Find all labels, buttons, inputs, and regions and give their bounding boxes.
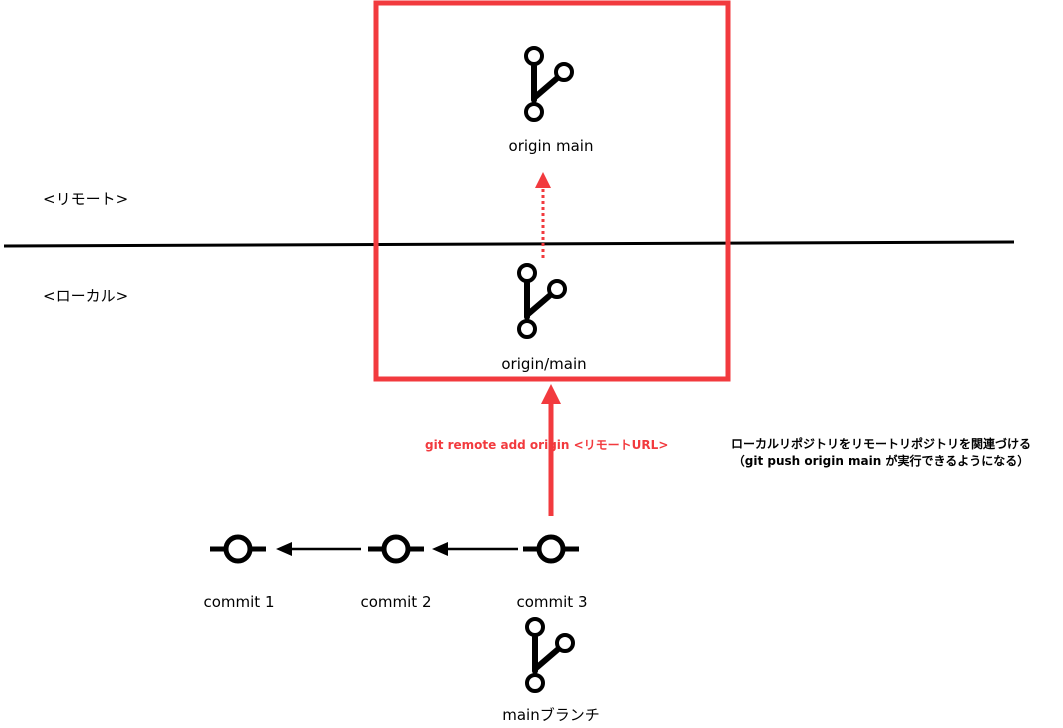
git-commit-icon — [523, 537, 579, 561]
push-arrowhead — [535, 172, 551, 188]
tracking-branch-label: origin/main — [501, 355, 587, 373]
commit-parent-arrowhead — [432, 542, 448, 556]
main-branch-label: mainブランチ — [502, 706, 600, 724]
commit-label: commit 1 — [203, 593, 275, 611]
remote-zone-label: <リモート> — [43, 190, 129, 208]
git-branch-icon — [526, 48, 572, 120]
explanation-line-1: ローカルリポジトリをリモートリポジトリを関連づける — [730, 437, 1032, 451]
local-zone-label: <ローカル> — [43, 287, 129, 305]
remote-add-command: git remote add origin <リモートURL> — [425, 438, 669, 452]
remote-local-divider — [3, 240, 1015, 248]
git-commit-icon — [368, 537, 424, 561]
git-branch-icon — [519, 265, 565, 337]
remote-branch-label: origin main — [508, 137, 594, 155]
highlight-box — [373, 0, 731, 382]
git-commit-icon — [210, 537, 266, 561]
commit-parent-arrowhead — [276, 542, 292, 556]
git-branch-icon — [527, 619, 573, 691]
explanation-note: ローカルリポジトリをリモートリポジトリを関連づける （git push orig… — [731, 436, 1031, 470]
commit-label: commit 2 — [360, 593, 432, 611]
explanation-line-2: （git push origin main が実行できるようになる） — [732, 454, 1030, 468]
remote-add-arrowhead — [541, 384, 561, 404]
commit-label: commit 3 — [516, 593, 588, 611]
